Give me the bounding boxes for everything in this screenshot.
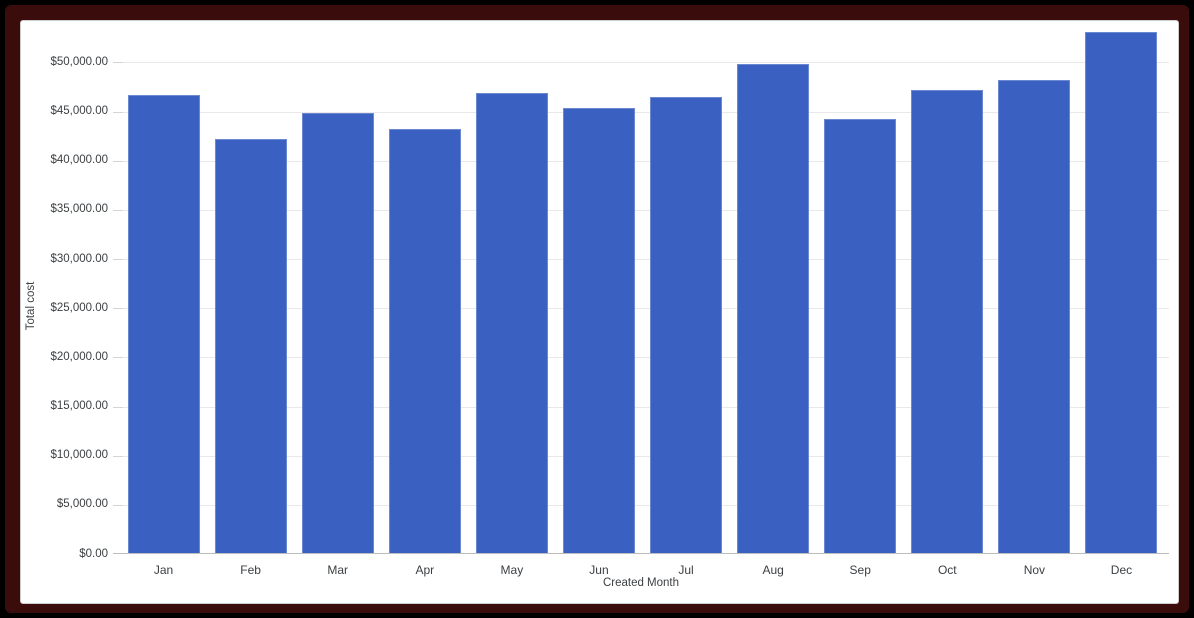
bar-nov[interactable]	[998, 80, 1071, 553]
y-tick-mark	[113, 357, 123, 359]
gridline	[113, 308, 1169, 310]
chart-card: Total cost $0.00 $5,000.00 $10,000.00 $15,0…	[20, 20, 1179, 604]
y-axis-labels: $0.00 $5,000.00 $10,000.00 $15,000.00 $20,00…	[21, 23, 108, 560]
y-tick-label: $0.00	[79, 547, 108, 560]
y-tick-mark	[113, 160, 123, 162]
bar-feb[interactable]	[214, 139, 287, 553]
x-tick-label: May	[500, 563, 524, 577]
y-tick-mark	[113, 111, 123, 113]
bar-mar[interactable]	[301, 113, 374, 553]
x-axis-title: Created Month	[602, 577, 680, 589]
gridline	[113, 62, 1169, 64]
y-tick-label: $35,000.00	[50, 203, 108, 216]
bar-jun[interactable]	[562, 107, 635, 553]
bar-aug[interactable]	[737, 64, 810, 553]
y-tick-mark	[113, 209, 123, 211]
x-tick-label: Nov	[1023, 563, 1046, 577]
bar-may[interactable]	[475, 92, 548, 553]
x-tick-label: Jun	[589, 563, 609, 577]
y-tick-label: $15,000.00	[50, 400, 108, 412]
y-tick-mark	[113, 504, 123, 506]
y-tick-label: $50,000.00	[50, 55, 108, 68]
bar-jul[interactable]	[650, 96, 723, 553]
bar-sep[interactable]	[824, 119, 897, 553]
x-tick-label: Feb	[240, 563, 261, 577]
bar-series	[120, 23, 1165, 553]
gridline	[113, 406, 1169, 408]
y-tick-label: $20,000.00	[50, 350, 108, 363]
y-tick-mark	[113, 308, 123, 310]
x-tick-label: Mar	[327, 563, 349, 577]
x-axis-labels: Jan Feb Mar Apr May Jun Jul Aug Sep Oct Nov Dec	[120, 562, 1165, 578]
bar-apr[interactable]	[388, 129, 461, 553]
border-frame: Total cost $0.00 $5,000.00 $10,000.00 $15,0…	[5, 5, 1189, 613]
y-tick-mark	[113, 406, 123, 408]
bar-dec[interactable]	[1085, 31, 1158, 553]
x-tick-label: Dec	[1110, 563, 1133, 577]
x-tick-label: Sep	[849, 563, 871, 577]
bar-oct[interactable]	[911, 89, 984, 553]
plot-area	[113, 23, 1169, 554]
gridline	[113, 160, 1169, 162]
y-tick-mark	[113, 259, 123, 260]
bar-jan[interactable]	[127, 94, 200, 553]
y-tick-mark	[113, 62, 123, 64]
gridline	[113, 455, 1169, 457]
gridline	[113, 357, 1169, 359]
y-tick-label: $30,000.00	[50, 252, 108, 265]
x-tick-label: Apr	[415, 563, 435, 577]
x-axis-baseline	[113, 553, 1169, 554]
y-tick-mark	[113, 455, 123, 457]
y-tick-label: $40,000.00	[50, 154, 108, 167]
x-tick-label: Jan	[153, 563, 174, 577]
gridline	[113, 504, 1169, 506]
y-tick-label: $5,000.00	[56, 498, 108, 511]
y-tick-label: $10,000.00	[50, 449, 108, 462]
y-tick-label: $45,000.00	[50, 105, 108, 117]
x-tick-label: Oct	[937, 563, 957, 577]
y-tick-label: $25,000.00	[50, 301, 108, 314]
x-tick-label: Jul	[678, 563, 694, 577]
gridline	[113, 209, 1169, 211]
gridline	[113, 111, 1169, 113]
x-tick-label: Aug	[762, 563, 784, 577]
gridline	[113, 259, 1169, 260]
